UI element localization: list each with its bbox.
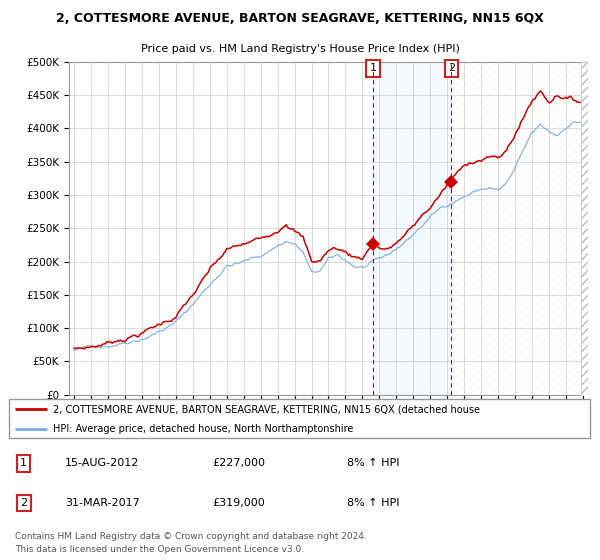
Text: 15-AUG-2012: 15-AUG-2012: [65, 458, 139, 468]
Bar: [451, 62, 583, 395]
Text: 2: 2: [448, 63, 455, 73]
Bar: [373, 62, 451, 395]
Text: HPI: Average price, detached house, North Northamptonshire: HPI: Average price, detached house, Nort…: [53, 424, 353, 434]
Text: £319,000: £319,000: [212, 498, 265, 508]
Text: Contains HM Land Registry data © Crown copyright and database right 2024.
This d: Contains HM Land Registry data © Crown c…: [15, 532, 367, 554]
Text: Price paid vs. HM Land Registry's House Price Index (HPI): Price paid vs. HM Land Registry's House …: [140, 44, 460, 54]
Text: 2, COTTESMORE AVENUE, BARTON SEAGRAVE, KETTERING, NN15 6QX (detached house: 2, COTTESMORE AVENUE, BARTON SEAGRAVE, K…: [53, 404, 480, 414]
Text: 8% ↑ HPI: 8% ↑ HPI: [347, 458, 400, 468]
Text: 1: 1: [370, 63, 376, 73]
Text: 1: 1: [20, 458, 27, 468]
Text: 31-MAR-2017: 31-MAR-2017: [65, 498, 140, 508]
Text: 2, COTTESMORE AVENUE, BARTON SEAGRAVE, KETTERING, NN15 6QX: 2, COTTESMORE AVENUE, BARTON SEAGRAVE, K…: [56, 12, 544, 25]
FancyBboxPatch shape: [9, 399, 590, 438]
Text: 2: 2: [20, 498, 27, 508]
Text: 8% ↑ HPI: 8% ↑ HPI: [347, 498, 400, 508]
Text: £227,000: £227,000: [212, 458, 265, 468]
